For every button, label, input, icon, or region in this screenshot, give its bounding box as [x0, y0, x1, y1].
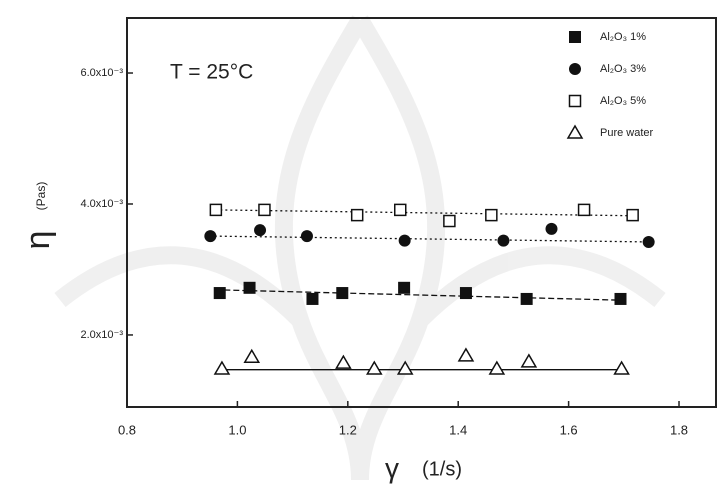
data-point: [306, 292, 319, 305]
legend-label: Al₂O₃ 1%: [600, 31, 646, 43]
x-tick-label: 1.6: [560, 422, 578, 437]
data-point: [520, 353, 538, 368]
data-point: [336, 287, 349, 300]
data-point: [209, 203, 223, 217]
legend-label: Pure water: [600, 127, 654, 139]
data-point: [258, 203, 271, 217]
data-point: [626, 208, 639, 222]
data-point: [520, 292, 533, 305]
watermark-shape: [274, 15, 369, 481]
data-point: [300, 230, 313, 243]
x-tick-label: 1.4: [449, 422, 467, 437]
legend-marker: [569, 31, 581, 43]
x-tick-label: 1.2: [339, 422, 357, 437]
data-point: [398, 281, 411, 294]
legend-marker: [569, 63, 581, 75]
data-point: [545, 222, 558, 235]
data-point: [614, 292, 627, 305]
watermark-shape: [413, 246, 666, 327]
y-tick-label: 4.0x10⁻³: [81, 198, 124, 210]
data-point: [577, 203, 591, 217]
plot-frame: [126, 17, 717, 408]
watermark-shape: [351, 15, 446, 481]
data-point: [365, 360, 383, 375]
legend-marker: [568, 94, 582, 108]
y-axis-label: η: [19, 231, 57, 250]
data-point: [443, 214, 456, 228]
legend-label: Al₂O₃ 5%: [600, 95, 646, 107]
data-point: [213, 287, 226, 300]
data-point: [254, 224, 267, 237]
data-point: [393, 203, 407, 217]
data-point: [457, 347, 475, 362]
y-axis-unit: (Pas): [34, 182, 48, 211]
x-axis-unit: (1/s): [422, 458, 462, 480]
x-tick-label: 1.0: [228, 422, 246, 437]
data-point: [335, 354, 352, 369]
data-point: [398, 234, 411, 247]
data-point: [497, 234, 510, 247]
data-point: [613, 360, 630, 375]
data-point: [485, 208, 498, 222]
watermark-shape: [54, 246, 307, 327]
y-tick-label: 6.0x10⁻³: [81, 67, 124, 79]
x-tick-label: 0.8: [118, 422, 136, 437]
y-tick-label: 2.0x10⁻³: [81, 329, 124, 341]
annotation: T = 25°C: [170, 61, 253, 84]
watermark: [54, 15, 666, 481]
legend-marker: [566, 124, 584, 139]
data-point: [243, 348, 261, 363]
x-tick-label: 1.8: [670, 422, 688, 437]
data-point: [396, 360, 414, 375]
data-point: [459, 287, 472, 300]
fit-line: [209, 235, 652, 243]
data-point: [213, 360, 231, 375]
data-point: [488, 360, 506, 375]
fit-line: [215, 289, 624, 301]
data-point: [204, 230, 217, 243]
data-point: [350, 208, 364, 222]
legend-label: Al₂O₃ 3%: [600, 63, 646, 75]
data-point: [243, 281, 256, 294]
x-axis-label: γ: [385, 452, 399, 483]
data-point: [642, 235, 655, 248]
